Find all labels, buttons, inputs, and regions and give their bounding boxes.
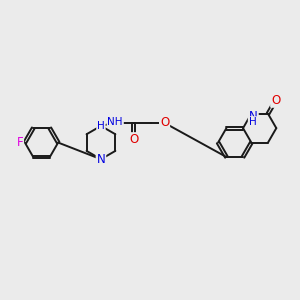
Text: F: F <box>16 136 23 149</box>
Text: O: O <box>129 133 138 146</box>
Text: NH: NH <box>107 117 123 127</box>
Text: O: O <box>160 116 169 130</box>
Text: H: H <box>97 121 105 131</box>
Text: O: O <box>271 94 280 107</box>
Text: N: N <box>249 110 258 123</box>
Text: H: H <box>249 117 256 127</box>
Text: N: N <box>97 153 105 166</box>
